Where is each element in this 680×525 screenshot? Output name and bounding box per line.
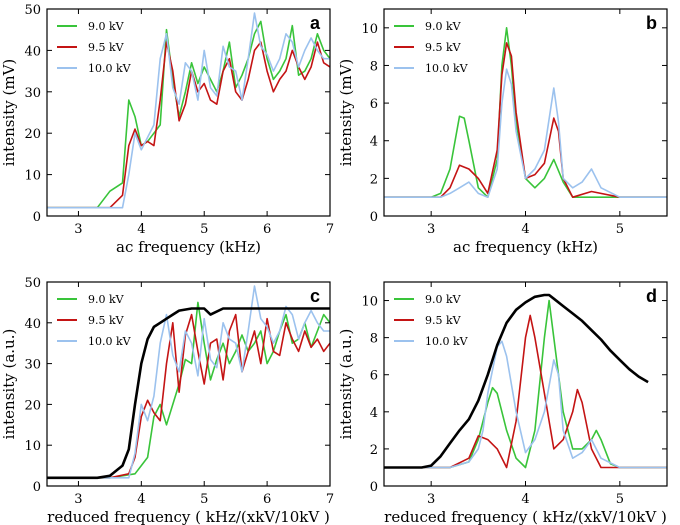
legend-label-9-0-kv: 9.0 kV [88,20,125,33]
y-tick-label: 4 [370,135,378,150]
x-tick-label: 5 [616,222,624,237]
y-tick-label: 40 [24,44,41,59]
x-tick-label: 5 [616,492,624,507]
y-tick-label: 0 [370,480,378,495]
legend-label-10-0-kv: 10.0 kV [88,335,132,348]
x-tick-label: 3 [74,492,82,507]
series-line-9-5-kv-a [47,41,330,209]
x-tick-label: 7 [326,492,334,507]
y-axis-label: intensity (a.u.) [0,329,18,440]
x-tick-label: 6 [263,492,271,507]
y-tick-label: 10 [361,22,378,37]
series-line-10-0-kv-c [47,285,330,479]
panel-b: 3 4 5 0 2 4 6 8 10 ac frequency (kHz) intensity (m… [337,8,668,256]
legend-label-9-0-kv: 9.0 kV [88,293,125,306]
series-line-envelope-c [47,307,330,480]
y-tick-label: 10 [24,439,41,454]
y-tick-label: 0 [33,480,41,495]
panel-a: 3 4 5 6 7 0 10 20 30 40 50 ac frequency (kHz) intens… [0,3,334,256]
legend-label-9-5-kv: 9.5 kV [425,314,462,327]
y-axis-label: intensity (mV) [337,59,355,167]
x-tick-label: 5 [200,492,208,507]
legend-label-9-0-kv: 9.0 kV [425,20,462,33]
x-tick-label: 7 [326,222,334,237]
x-axis-label: ac frequency (kHz) [453,238,598,256]
y-tick-label: 30 [24,358,41,373]
y-tick-label: 2 [370,172,378,187]
legend-label-10-0-kv: 10.0 kV [425,62,469,75]
y-tick-label: 20 [24,398,41,413]
series-line-9-5-kv-d [384,314,667,469]
x-tick-label: 3 [427,222,435,237]
panel-letter-b: b [646,13,657,33]
panel-letter-d: d [646,286,657,306]
legend-label-10-0-kv: 10.0 kV [425,335,469,348]
y-axis-label: intensity (a.u.) [337,329,355,440]
x-tick-label: 3 [74,222,82,237]
series-line-9-0-kv-a [47,20,330,209]
y-tick-label: 0 [370,210,378,225]
series-line-10-0-kv-d [384,340,667,469]
x-tick-label: 6 [263,222,271,237]
x-tick-label: 4 [137,222,145,237]
axes-frame-d [383,281,668,487]
x-tick-label: 4 [137,492,145,507]
y-axis-label: intensity (mV) [0,59,18,167]
x-tick-label: 4 [521,222,529,237]
y-tick-label: 30 [24,86,41,101]
y-tick-label: 50 [24,276,41,291]
y-tick-label: 0 [33,210,41,225]
series-line-9-5-kv-c [47,313,330,479]
legend-label-10-0-kv: 10.0 kV [88,62,132,75]
y-tick-label: 8 [370,59,378,74]
legend-label-9-5-kv: 9.5 kV [88,314,125,327]
y-tick-label: 6 [370,369,378,384]
y-tick-label: 50 [24,3,41,18]
x-tick-label: 4 [521,492,529,507]
y-tick-label: 10 [361,295,378,310]
series-line-envelope-d [384,293,649,469]
panel-letter-c: c [310,286,320,306]
axes-frame-c [46,281,331,487]
x-tick-label: 5 [200,222,208,237]
legend-label-9-0-kv: 9.0 kV [425,293,462,306]
series-line-9-0-kv-d [384,299,667,469]
x-axis-label: reduced frequency ( kHz/(xkV/10kV ) [384,508,667,525]
y-tick-label: 40 [24,317,41,332]
series-line-10-0-kv-b [384,68,667,198]
legend-label-9-5-kv: 9.5 kV [425,41,462,54]
y-tick-label: 20 [24,127,41,142]
series-line-10-0-kv-a [47,12,330,209]
x-axis-label: ac frequency (kHz) [116,238,261,256]
y-tick-label: 10 [24,169,41,184]
panel-d: 3 4 5 0 2 4 6 8 10 reduced frequency ( kHz/(xkV/1… [337,281,668,525]
y-tick-label: 8 [370,332,378,347]
y-tick-label: 4 [370,406,378,421]
y-tick-label: 6 [370,97,378,112]
series-line-9-0-kv-b [384,26,667,198]
panel-c: 3 4 5 6 7 0 10 20 30 40 50 reduced frequency ( kHz/… [0,276,334,525]
x-tick-label: 3 [427,492,435,507]
x-axis-label: reduced frequency ( kHz/(xkV/10kV ) [47,508,330,525]
panel-letter-a: a [310,13,321,33]
axes-frame-a [46,8,331,217]
legend-label-9-5-kv: 9.5 kV [88,41,125,54]
series-line-9-5-kv-b [384,42,667,198]
y-tick-label: 2 [370,443,378,458]
